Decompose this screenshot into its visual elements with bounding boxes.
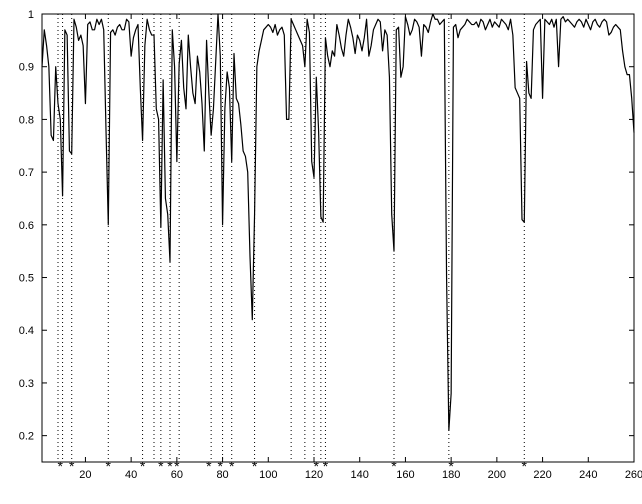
- x-tick-label: 160: [396, 469, 414, 481]
- y-tick-label: 0.2: [19, 431, 34, 443]
- axes-frame: [41, 13, 635, 463]
- star-marker: *: [69, 458, 75, 474]
- star-marker: *: [391, 458, 397, 474]
- star-marker-layer: * * * * * * * * * * * * * * * *: [58, 458, 528, 474]
- y-tick-label: 0.7: [19, 167, 34, 179]
- x-tick-label: 20: [79, 469, 91, 481]
- y-tick-label: 0.3: [19, 378, 34, 390]
- star-marker: *: [58, 458, 64, 474]
- x-tick-label: 260: [625, 469, 642, 481]
- y-tick-label: 0.4: [19, 325, 34, 337]
- star-marker: *: [167, 458, 173, 474]
- star-marker: *: [522, 458, 528, 474]
- x-axis: 20 40 60 80 100 120 140 160 180 200 220 240 260: [79, 14, 642, 481]
- star-marker: *: [174, 458, 180, 474]
- star-marker: *: [206, 458, 212, 474]
- star-marker: *: [252, 458, 258, 474]
- x-tick-label: 140: [351, 469, 369, 481]
- star-marker: *: [218, 458, 224, 474]
- x-tick-label: 200: [488, 469, 506, 481]
- x-tick-label: 220: [533, 469, 551, 481]
- star-marker: *: [140, 458, 146, 474]
- y-tick-label: 0.9: [19, 62, 34, 74]
- x-tick-label: 80: [216, 469, 228, 481]
- x-tick-label: 180: [442, 469, 460, 481]
- star-marker: *: [158, 458, 164, 474]
- y-tick-label: 0.5: [19, 273, 34, 285]
- series-line: [41, 13, 635, 431]
- star-marker: *: [106, 458, 112, 474]
- star-marker: *: [314, 458, 320, 474]
- x-tick-label: 40: [125, 469, 137, 481]
- y-axis: 0.2 0.3 0.4 0.5 0.6 0.7 0.8 0.9 1: [19, 9, 634, 443]
- y-tick-label: 0.6: [19, 220, 34, 232]
- x-tick-label: 120: [305, 469, 323, 481]
- star-marker: *: [448, 458, 454, 474]
- x-tick-label: 100: [259, 469, 277, 481]
- star-marker: *: [323, 458, 329, 474]
- x-tick-label: 60: [171, 469, 183, 481]
- y-tick-label: 0.8: [19, 114, 34, 126]
- star-marker: *: [229, 458, 235, 474]
- x-tick-label: 240: [579, 469, 597, 481]
- y-tick-label: 1: [28, 9, 34, 21]
